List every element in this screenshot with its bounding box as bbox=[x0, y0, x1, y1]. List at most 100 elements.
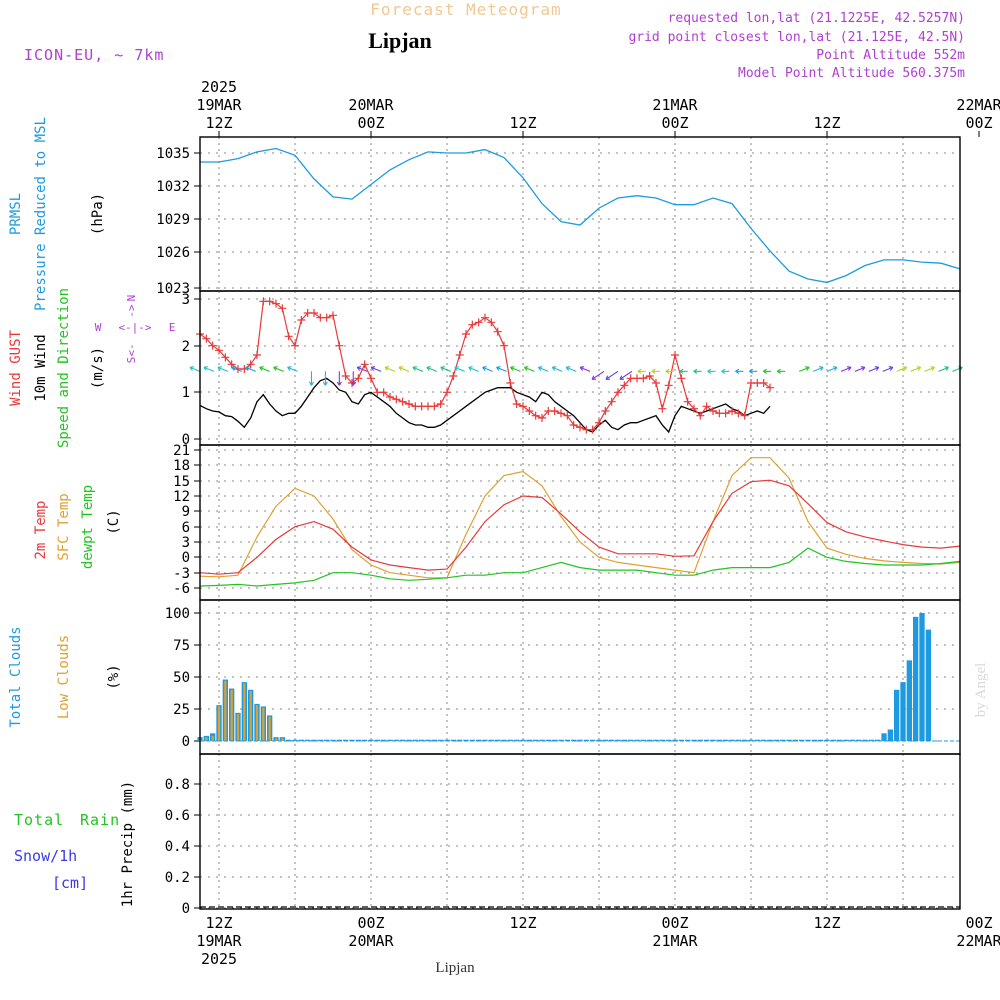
total-cloud-bar bbox=[545, 739, 551, 741]
total-cloud-bar bbox=[621, 739, 627, 741]
wind-arrow-head bbox=[322, 381, 328, 386]
total-cloud-bar bbox=[343, 739, 349, 741]
top-time-label: 21MAR bbox=[652, 96, 698, 114]
ylabel-celsius: (C) bbox=[106, 509, 122, 534]
total-cloud-bar bbox=[837, 739, 843, 741]
total-cloud-bar bbox=[577, 739, 583, 741]
gust-marker bbox=[335, 341, 344, 350]
bottom-time-label: 2025 bbox=[201, 950, 237, 968]
gust-marker bbox=[500, 341, 508, 350]
wind-arrow bbox=[510, 366, 521, 372]
low-cloud-bar bbox=[217, 706, 221, 741]
compass-s: S bbox=[125, 357, 138, 364]
low-cloud-bar bbox=[281, 738, 284, 741]
gust-marker bbox=[506, 379, 515, 387]
bottom-time-label: 12Z bbox=[813, 914, 840, 932]
gust-marker bbox=[620, 381, 629, 390]
wind-arrow-head bbox=[846, 366, 852, 371]
total-cloud-bar bbox=[805, 739, 811, 741]
y-tick-label: 25 bbox=[173, 702, 190, 718]
total-cloud-bar bbox=[520, 739, 526, 741]
total-cloud-bar bbox=[507, 739, 513, 741]
gust-marker bbox=[405, 400, 413, 408]
y-tick-label: 50 bbox=[173, 670, 190, 686]
total-cloud-bar bbox=[583, 739, 589, 741]
wind-arrow-head bbox=[273, 366, 278, 371]
footer-location: Lipjan bbox=[435, 960, 475, 976]
wind-arrow-head bbox=[902, 366, 908, 371]
total-cloud-bar bbox=[849, 739, 855, 741]
wind-arrow bbox=[798, 366, 810, 372]
gust-marker bbox=[607, 397, 616, 406]
wind-arrow-head bbox=[637, 368, 642, 374]
total-cloud-bar bbox=[697, 739, 703, 741]
ylabel-snow: Snow/1h bbox=[14, 847, 77, 865]
bottom-time-label: 20MAR bbox=[348, 932, 394, 950]
top-time-label: 19MAR bbox=[196, 96, 242, 114]
gust-marker bbox=[639, 374, 648, 383]
low-cloud-bar bbox=[262, 707, 265, 741]
total-cloud-bar bbox=[634, 739, 640, 741]
wind-arrow bbox=[245, 366, 256, 372]
gust-marker bbox=[652, 379, 660, 387]
top-time-label: 12Z bbox=[205, 114, 232, 132]
wind-arrow bbox=[896, 366, 907, 372]
gust-marker bbox=[278, 304, 287, 313]
gust-marker bbox=[392, 395, 401, 404]
total-cloud-bar bbox=[729, 739, 735, 741]
wind-arrow-head bbox=[454, 366, 459, 371]
wind-arrow bbox=[524, 366, 535, 372]
wind-arrow-head bbox=[440, 366, 445, 371]
total-cloud-bar bbox=[419, 739, 425, 741]
wind-arrow-head bbox=[350, 381, 356, 386]
wind-arrow-head bbox=[776, 368, 781, 374]
gust-marker bbox=[468, 320, 477, 329]
wind-arrow-head bbox=[398, 366, 404, 371]
gust-marker bbox=[557, 409, 565, 418]
wind-arrow bbox=[287, 366, 298, 372]
wind-arrow-head bbox=[537, 366, 543, 371]
y-tick-label: 3 bbox=[182, 292, 190, 308]
total-cloud-bar bbox=[786, 739, 792, 741]
gust-marker bbox=[569, 421, 578, 429]
total-cloud-bar bbox=[558, 739, 564, 741]
info-requested-lonlat: requested lon,lat (21.1225E, 42.5257N) bbox=[668, 11, 965, 26]
wind-arrow-head bbox=[510, 366, 515, 371]
gust-marker bbox=[766, 383, 774, 392]
y-tick-label: 100 bbox=[165, 606, 190, 622]
top-time-label: 22MAR bbox=[956, 96, 1000, 114]
wind-arrow bbox=[619, 370, 633, 380]
total-cloud-bar bbox=[913, 616, 919, 741]
wind-arrow bbox=[398, 366, 410, 372]
wind-arrow-head bbox=[707, 368, 712, 374]
gust-marker bbox=[246, 360, 255, 369]
y-tick-label: 1032 bbox=[156, 179, 190, 195]
top-time-label: 12Z bbox=[813, 114, 840, 132]
total-cloud-bar bbox=[602, 739, 608, 741]
wind-arrow-head bbox=[762, 368, 767, 374]
gust-marker bbox=[550, 407, 559, 415]
total-cloud-bar bbox=[799, 739, 805, 741]
total-cloud-bar bbox=[868, 739, 874, 741]
ylabel-percent: (%) bbox=[106, 664, 122, 689]
wind-arrow-head bbox=[944, 366, 949, 371]
total-cloud-bar bbox=[482, 739, 488, 741]
gust-marker bbox=[658, 404, 667, 413]
wind-arrow bbox=[259, 366, 270, 372]
gust-marker bbox=[474, 318, 483, 327]
panel-frame bbox=[199, 444, 961, 601]
wind-arrow bbox=[273, 366, 284, 372]
gust-marker bbox=[493, 327, 502, 336]
y-tick-label: 0 bbox=[182, 901, 190, 917]
wind-gust-markers bbox=[196, 297, 774, 434]
gust-marker bbox=[430, 402, 439, 411]
total-cloud-bar bbox=[780, 739, 786, 741]
wind-arrow-head bbox=[619, 375, 624, 380]
temp-2m-line bbox=[199, 479, 961, 575]
gust-marker bbox=[734, 409, 743, 418]
wind-arrow bbox=[426, 366, 438, 372]
total-cloud-bar bbox=[925, 629, 931, 741]
bottom-time-label: 12Z bbox=[205, 914, 232, 932]
